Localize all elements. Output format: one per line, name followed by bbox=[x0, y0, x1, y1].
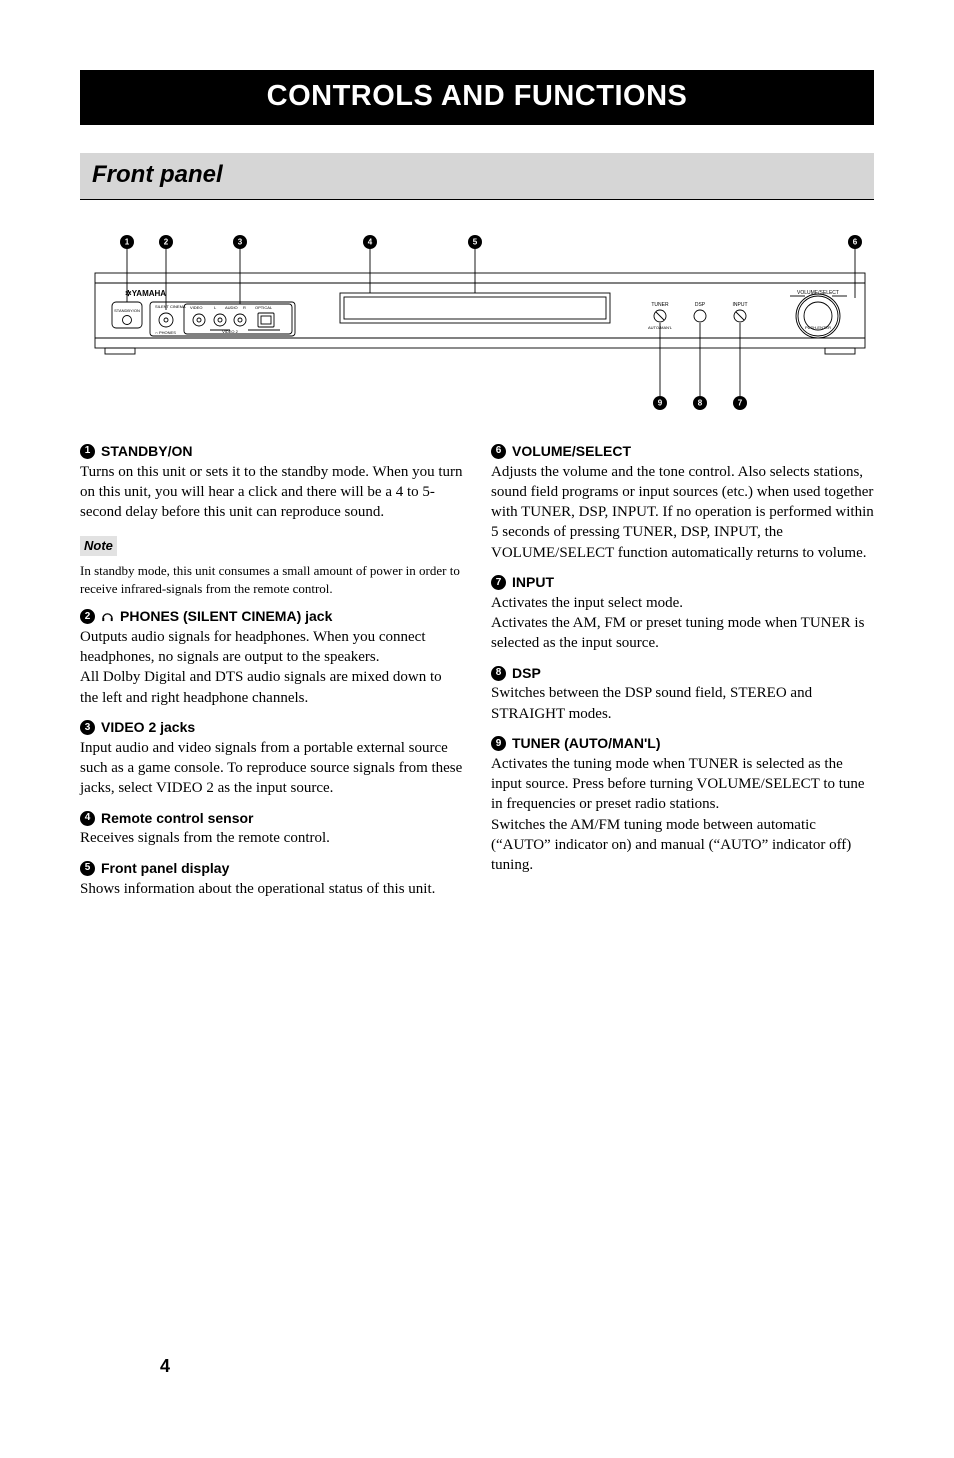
svg-text:DSP: DSP bbox=[695, 302, 706, 308]
num-1-icon: 1 bbox=[80, 444, 95, 459]
section-heading: Front panel bbox=[80, 153, 874, 199]
callout-2: 2 bbox=[159, 235, 173, 310]
svg-text:2: 2 bbox=[164, 237, 169, 246]
silent-label: SILENT CINEMA bbox=[155, 304, 186, 309]
svg-text:∩ PHONES: ∩ PHONES bbox=[155, 330, 176, 335]
item-9-head: 9 TUNER (AUTO/MAN'L) bbox=[491, 734, 874, 753]
left-column: 1 STANDBY/ON Turns on this unit or sets … bbox=[80, 442, 463, 905]
brand-label: ✲YAMAHA bbox=[125, 289, 166, 298]
callout-9: 9 bbox=[653, 323, 667, 410]
svg-text:5: 5 bbox=[473, 237, 478, 246]
item-2-body: Outputs audio signals for headphones. Wh… bbox=[80, 627, 463, 708]
item-5-body: Shows information about the operational … bbox=[80, 879, 463, 899]
callout-6: 6 bbox=[848, 235, 862, 298]
page-title-bar: CONTROLS AND FUNCTIONS bbox=[80, 70, 874, 125]
num-9-icon: 9 bbox=[491, 736, 506, 751]
front-panel-svg: .st { stroke:#000; stroke-width:0.9; fil… bbox=[80, 228, 874, 418]
svg-text:VOLUME/SELECT: VOLUME/SELECT bbox=[797, 290, 839, 296]
item-3-body: Input audio and video signals from a por… bbox=[80, 738, 463, 799]
item-6-body: Adjusts the volume and the tone control.… bbox=[491, 462, 874, 563]
item-8-title: DSP bbox=[512, 664, 541, 683]
svg-text:R: R bbox=[243, 305, 246, 310]
svg-text:6: 6 bbox=[853, 237, 858, 246]
item-7-head: 7 INPUT bbox=[491, 573, 874, 592]
num-5-icon: 5 bbox=[80, 861, 95, 876]
item-8-head: 8 DSP bbox=[491, 664, 874, 683]
item-6-title: VOLUME/SELECT bbox=[512, 442, 631, 461]
item-1-body: Turns on this unit or sets it to the sta… bbox=[80, 462, 463, 523]
item-9-body: Activates the tuning mode when TUNER is … bbox=[491, 754, 874, 876]
svg-text:PUSH-ENTER: PUSH-ENTER bbox=[805, 325, 831, 330]
item-7-body: Activates the input select mode. Activat… bbox=[491, 593, 874, 654]
item-4-head: 4 Remote control sensor bbox=[80, 809, 463, 828]
item-5-head: 5 Front panel display bbox=[80, 859, 463, 878]
num-3-icon: 3 bbox=[80, 720, 95, 735]
item-4-title: Remote control sensor bbox=[101, 809, 253, 828]
note-label: Note bbox=[80, 536, 117, 556]
callout-7: 7 bbox=[733, 323, 747, 410]
item-1-head: 1 STANDBY/ON bbox=[80, 442, 463, 461]
callout-4: 4 bbox=[363, 235, 377, 293]
item-1-title: STANDBY/ON bbox=[101, 442, 193, 461]
item-3-title: VIDEO 2 jacks bbox=[101, 718, 195, 737]
item-2-head: 2 PHONES (SILENT CINEMA) jack bbox=[80, 607, 463, 626]
svg-text:VIDEO: VIDEO bbox=[190, 305, 202, 310]
item-5-title: Front panel display bbox=[101, 859, 229, 878]
svg-text:L: L bbox=[214, 305, 217, 310]
callout-5: 5 bbox=[468, 235, 482, 293]
svg-text:3: 3 bbox=[238, 237, 243, 246]
item-6-head: 6 VOLUME/SELECT bbox=[491, 442, 874, 461]
item-4-body: Receives signals from the remote control… bbox=[80, 828, 463, 848]
right-column: 6 VOLUME/SELECT Adjusts the volume and t… bbox=[491, 442, 874, 905]
svg-text:INPUT: INPUT bbox=[733, 302, 748, 308]
callout-8: 8 bbox=[693, 323, 707, 410]
svg-text:8: 8 bbox=[698, 398, 703, 407]
num-8-icon: 8 bbox=[491, 666, 506, 681]
num-2-icon: 2 bbox=[80, 609, 95, 624]
svg-text:VIDEO 2: VIDEO 2 bbox=[222, 329, 239, 334]
front-panel-diagram: .st { stroke:#000; stroke-width:0.9; fil… bbox=[80, 228, 874, 424]
item-3-head: 3 VIDEO 2 jacks bbox=[80, 718, 463, 737]
num-7-icon: 7 bbox=[491, 575, 506, 590]
svg-text:1: 1 bbox=[125, 237, 130, 246]
body-columns: 1 STANDBY/ON Turns on this unit or sets … bbox=[80, 442, 874, 905]
item-9-title: TUNER (AUTO/MAN'L) bbox=[512, 734, 661, 753]
num-6-icon: 6 bbox=[491, 444, 506, 459]
svg-text:4: 4 bbox=[368, 237, 373, 246]
item-2-title: PHONES (SILENT CINEMA) jack bbox=[120, 607, 332, 626]
item-1-note: In standby mode, this unit consumes a sm… bbox=[80, 562, 463, 597]
svg-text:9: 9 bbox=[658, 398, 663, 407]
headphones-icon bbox=[101, 610, 114, 623]
svg-text:OPTICAL: OPTICAL bbox=[255, 305, 273, 310]
svg-text:STANDBY/ON: STANDBY/ON bbox=[114, 308, 140, 313]
num-4-icon: 4 bbox=[80, 811, 95, 826]
item-8-body: Switches between the DSP sound field, ST… bbox=[491, 683, 874, 724]
page: CONTROLS AND FUNCTIONS Front panel .st {… bbox=[80, 70, 874, 1418]
callout-3: 3 bbox=[233, 235, 247, 304]
page-number: 4 bbox=[160, 1354, 170, 1378]
svg-text:7: 7 bbox=[738, 398, 743, 407]
svg-text:TUNER: TUNER bbox=[651, 302, 669, 308]
item-7-title: INPUT bbox=[512, 573, 554, 592]
svg-text:AUDIO: AUDIO bbox=[225, 305, 238, 310]
